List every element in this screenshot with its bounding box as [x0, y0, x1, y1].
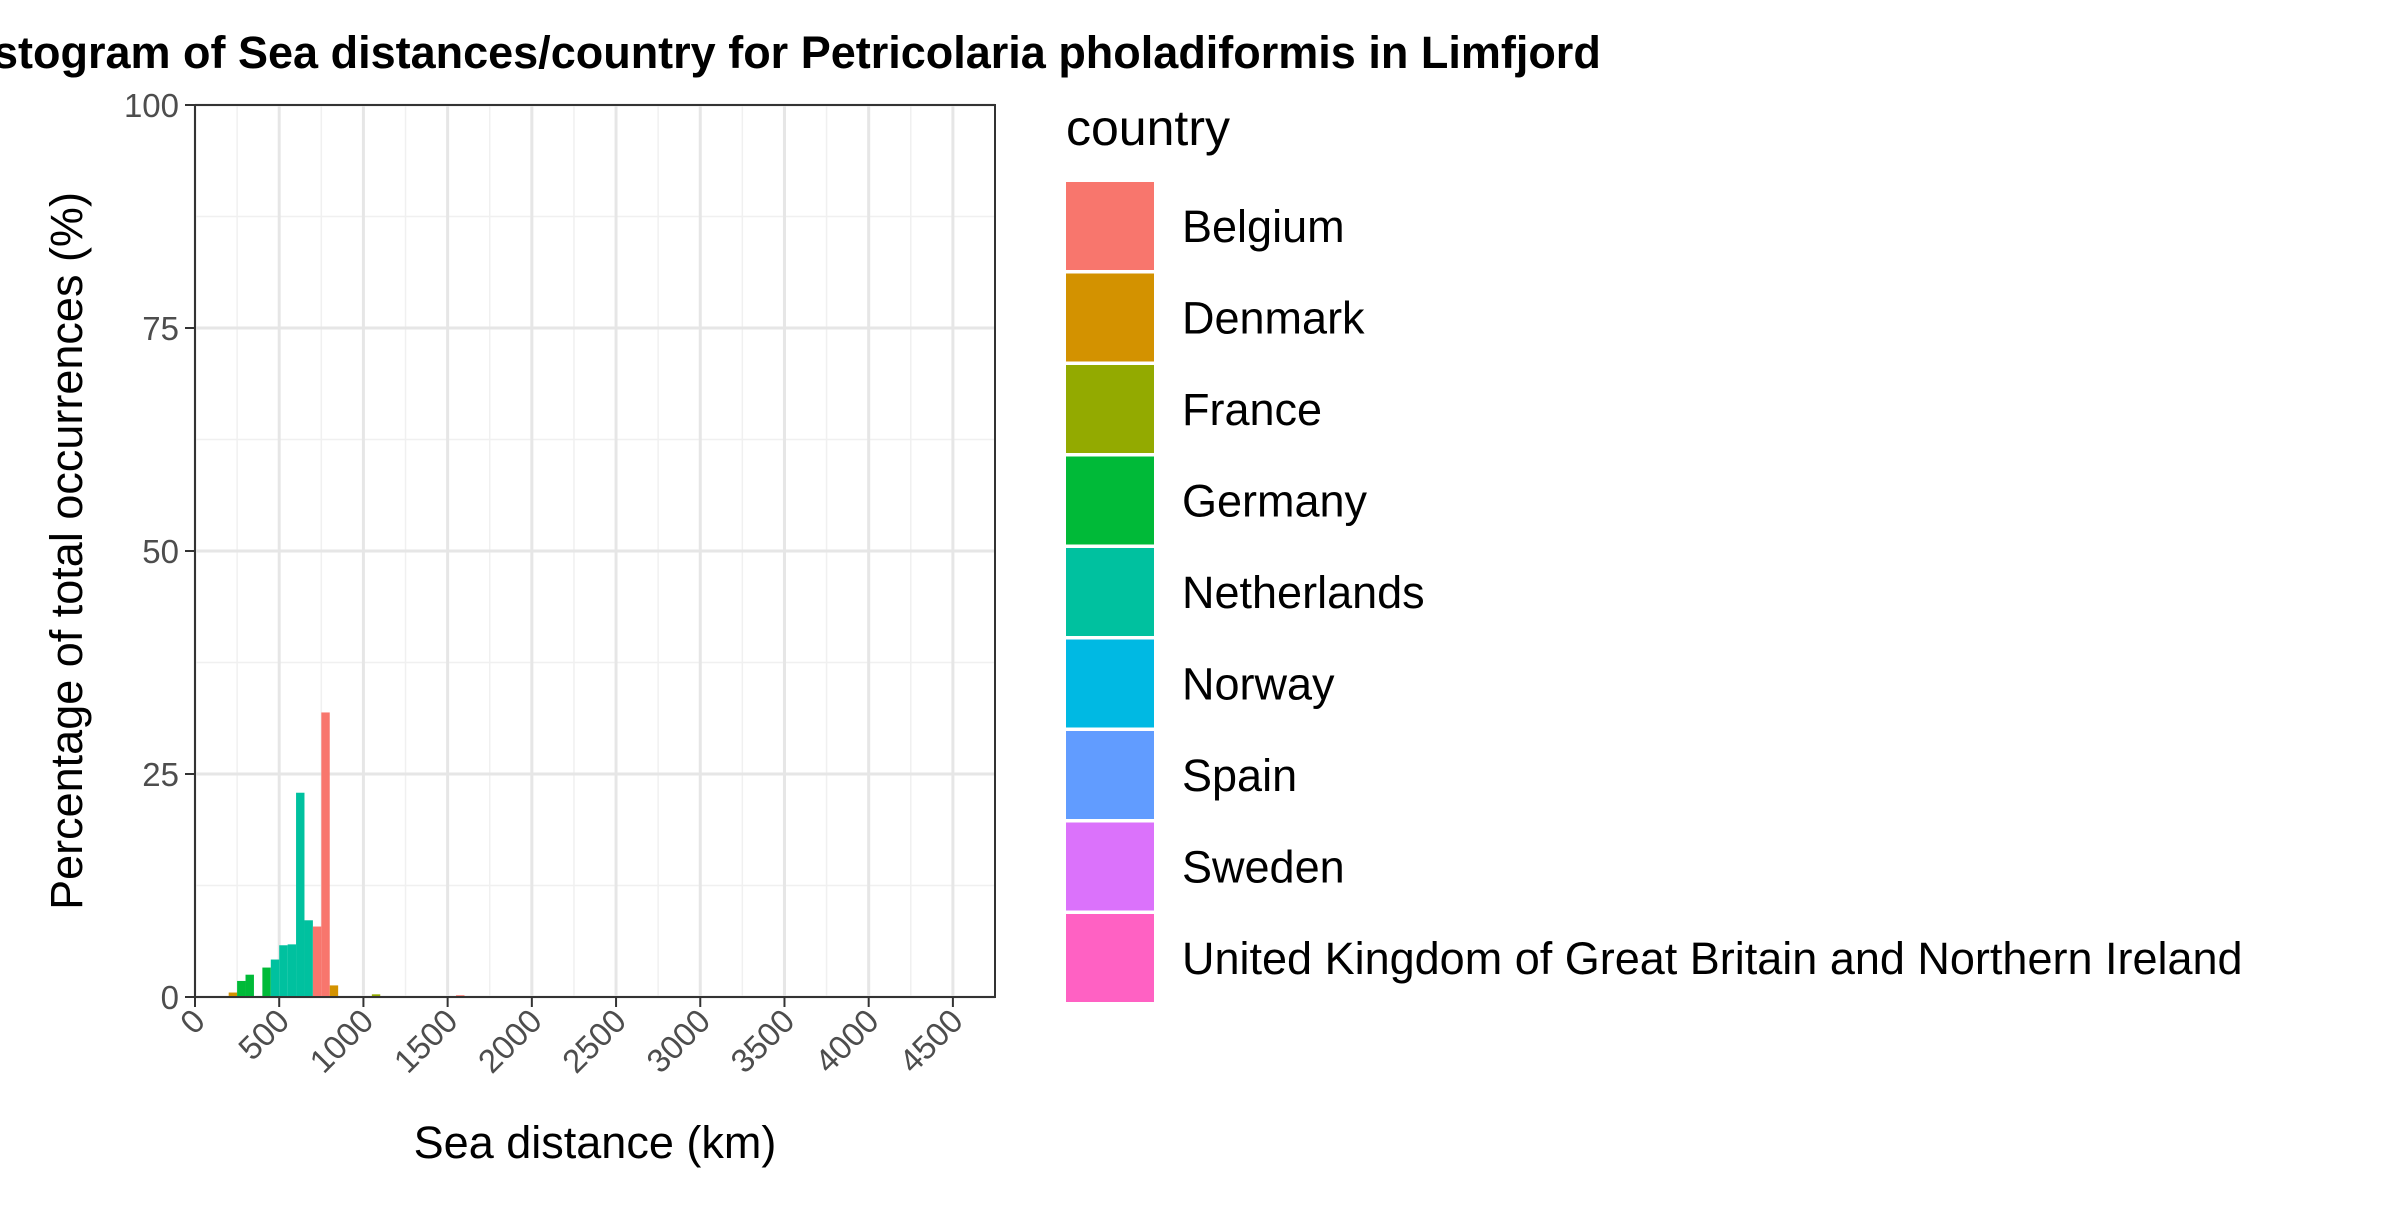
- bar-germany: [237, 980, 246, 997]
- x-tick-label: 1500: [387, 1002, 465, 1080]
- grid-layer: [193, 103, 995, 999]
- bar-layer: [228, 712, 465, 997]
- x-tick-label: 4500: [892, 1002, 970, 1080]
- bar-netherlands: [270, 959, 280, 997]
- x-tick-label: 2500: [555, 1002, 633, 1080]
- bar-netherlands: [279, 945, 288, 997]
- legend-label: Belgium: [1182, 201, 1345, 252]
- x-tick-label: 3500: [723, 1002, 801, 1080]
- x-tick-label: 2000: [471, 1002, 549, 1080]
- x-tick-label: 0: [173, 1002, 212, 1041]
- y-tick-label: 75: [142, 310, 179, 347]
- legend-label: Norway: [1182, 659, 1335, 710]
- bar-denmark: [228, 992, 238, 997]
- y-tick-label: 50: [142, 533, 179, 570]
- legend-key: [1066, 182, 1154, 270]
- legend-key: [1066, 639, 1154, 728]
- legend-key: [1066, 822, 1154, 911]
- legend-label: Netherlands: [1182, 567, 1425, 618]
- bar-denmark: [329, 985, 339, 997]
- bar-germany: [245, 974, 254, 997]
- legend-label: Spain: [1182, 750, 1297, 801]
- bar-netherlands: [287, 944, 297, 997]
- bar-germany: [262, 967, 271, 997]
- y-tick-label: 25: [142, 756, 179, 793]
- y-tick-label: 100: [124, 87, 179, 124]
- legend-key: [1066, 456, 1154, 545]
- legend: country Belgium Denmark France Germany Nethe…: [1066, 100, 2243, 1002]
- bar-netherlands: [304, 920, 313, 997]
- chart-title: Histogram of Sea distances/country for P…: [0, 27, 1601, 78]
- legend-key: [1066, 731, 1154, 819]
- legend-label: France: [1182, 384, 1322, 435]
- legend-label: Sweden: [1182, 842, 1345, 893]
- bar-netherlands: [296, 792, 305, 997]
- bar-france: [371, 994, 381, 997]
- legend-key: [1066, 914, 1154, 1002]
- legend-label: United Kingdom of Great Britain and Nort…: [1182, 933, 2243, 984]
- x-tick-label: 1000: [302, 1002, 380, 1080]
- x-tick-label: 4000: [808, 1002, 886, 1080]
- legend-label: Denmark: [1182, 293, 1365, 344]
- legend-label: Germany: [1182, 476, 1368, 527]
- x-tick-label: 3000: [639, 1002, 717, 1080]
- bar-belgium: [312, 926, 322, 997]
- legend-key: [1066, 548, 1154, 636]
- x-axis-title: Sea distance (km): [414, 1117, 777, 1168]
- legend-key: [1066, 365, 1154, 453]
- legend-key: [1066, 273, 1154, 362]
- bar-belgium: [321, 712, 330, 997]
- y-axis-title: Percentage of total occurrences (%): [41, 192, 92, 910]
- x-tick-label: 500: [231, 1002, 296, 1067]
- legend-title: country: [1066, 100, 1230, 156]
- y-tick-label: 0: [161, 979, 179, 1016]
